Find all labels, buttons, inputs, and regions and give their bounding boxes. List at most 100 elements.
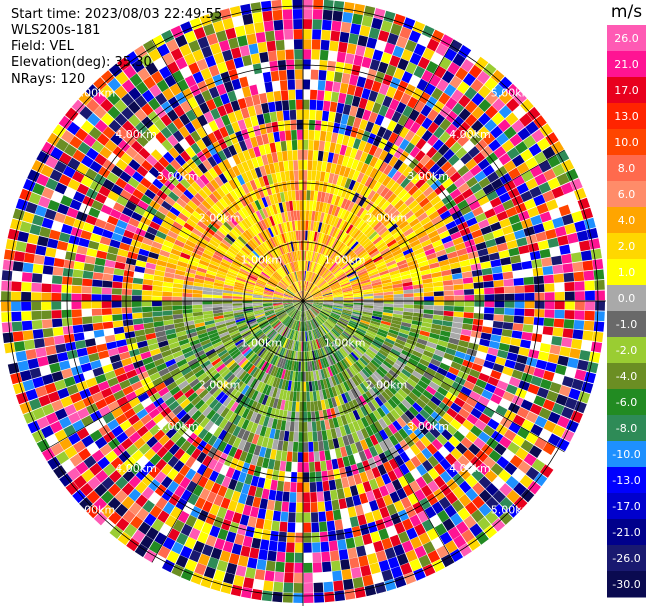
velocity-gate: [581, 340, 592, 351]
velocity-gate: [494, 308, 504, 315]
velocity-gate: [282, 100, 289, 110]
velocity-gate: [4, 343, 15, 354]
velocity-gate: [274, 20, 284, 31]
velocity-gate: [152, 291, 162, 296]
velocity-gate: [303, 452, 308, 462]
velocity-gate: [142, 301, 152, 306]
velocity-gate: [304, 593, 314, 603]
velocity-gate: [276, 552, 285, 562]
velocity-gate: [295, 59, 303, 69]
velocity-gate: [303, 190, 307, 200]
velocity-gate: [321, 552, 330, 562]
velocity-gate: [13, 331, 24, 341]
velocity-gate: [192, 301, 202, 305]
velocity-gate: [21, 302, 31, 311]
velocity-gate: [82, 316, 92, 324]
velocity-gate: [308, 160, 313, 170]
velocity-gate: [296, 523, 303, 533]
velocity-gate: [299, 190, 303, 200]
velocity-gate: [12, 322, 23, 332]
velocity-gate: [318, 502, 326, 512]
velocity-gate: [294, 49, 302, 59]
velocity-gate: [296, 100, 303, 110]
velocity-gate: [82, 302, 92, 309]
velocity-gate: [312, 39, 321, 49]
velocity-gate: [303, 140, 308, 150]
velocity-gate: [132, 307, 142, 313]
velocity-gate: [122, 308, 132, 314]
velocity-gate: [296, 392, 300, 402]
velocity-gate: [278, 60, 287, 70]
velocity-gate: [182, 301, 192, 305]
velocity-gate: [271, 71, 279, 82]
velocity-gate: [345, 589, 356, 600]
velocity-gate: [286, 552, 295, 562]
velocity-gate: [41, 284, 51, 293]
velocity-gate: [324, 491, 331, 502]
velocity-gate: [298, 170, 302, 180]
velocity-gate: [31, 311, 41, 320]
velocity-gate: [551, 336, 562, 346]
velocity-gate: [288, 512, 295, 522]
velocity-gate: [202, 294, 212, 298]
velocity-gate: [262, 591, 273, 602]
velocity-gate: [112, 282, 122, 289]
velocity-gate: [212, 301, 222, 304]
velocity-gate: [283, 110, 290, 120]
velocity-gate: [264, 21, 274, 32]
velocity-gate: [11, 292, 21, 301]
velocity-gate: [295, 70, 303, 80]
velocity-gate: [313, 0, 323, 9]
velocity-gate: [132, 290, 142, 296]
velocity-gate: [61, 302, 71, 310]
velocity-gate: [274, 501, 282, 512]
velocity-gate: [34, 255, 45, 265]
velocity-gate: [503, 322, 514, 330]
velocity-gate: [112, 314, 122, 321]
velocity-gate: [82, 309, 92, 316]
velocity-gate: [272, 81, 280, 92]
velocity-gate: [41, 302, 51, 310]
velocity-gate: [297, 482, 303, 492]
velocity-gate: [515, 301, 525, 308]
velocity-gate: [311, 50, 320, 60]
velocity-gate: [73, 269, 84, 277]
velocity-gate: [3, 260, 14, 271]
velocity-gate: [290, 492, 297, 502]
velocity-gate: [3, 332, 14, 343]
velocity-gate: [275, 30, 284, 41]
velocity-gate: [31, 302, 41, 311]
velocity-gate: [333, 580, 343, 591]
velocity-gate: [52, 275, 63, 284]
velocity-gate: [267, 41, 276, 52]
velocity-gate: [304, 472, 310, 482]
velocity-gate: [303, 402, 307, 412]
velocity-gate: [22, 272, 33, 282]
velocity-gate: [21, 292, 31, 301]
velocity-gate: [2, 270, 13, 280]
velocity-gate: [52, 319, 62, 328]
velocity-gate: [277, 50, 286, 60]
velocity-gate: [330, 31, 340, 42]
velocity-gate: [192, 297, 202, 301]
velocity-gate: [318, 512, 326, 522]
velocity-gate: [303, 422, 307, 432]
velocity-gate: [298, 160, 303, 170]
velocity-gate: [172, 297, 182, 301]
velocity-gate: [307, 180, 311, 190]
velocity-gate: [142, 296, 152, 301]
velocity-gate: [272, 592, 282, 603]
velocity-gate: [52, 284, 62, 293]
velocity-gate: [311, 522, 319, 532]
velocity-gate: [314, 583, 324, 593]
velocity-gate: [299, 412, 303, 422]
velocity-gate: [464, 312, 474, 318]
velocity-gate: [303, 170, 307, 180]
velocity-gate: [304, 543, 312, 553]
velocity-gate: [304, 482, 310, 492]
velocity-gate: [404, 305, 414, 309]
velocity-gate: [142, 285, 152, 291]
velocity-gate: [304, 503, 311, 513]
velocity-gate: [334, 1, 345, 12]
velocity-gate: [543, 326, 554, 335]
